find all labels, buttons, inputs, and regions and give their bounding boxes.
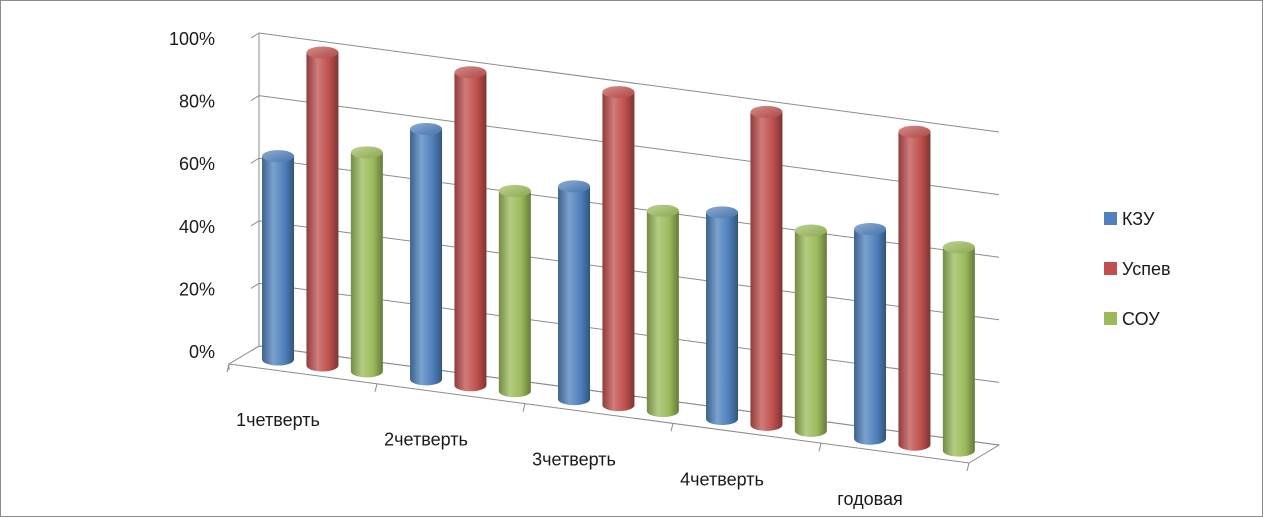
category-label: 4четверть (680, 469, 764, 489)
x-tick-mark (818, 443, 822, 452)
legend-label: Успев (1122, 259, 1171, 279)
y-tick-mark (250, 32, 260, 39)
y-tick-label: 20% (179, 279, 215, 299)
legend-label: СОУ (1122, 309, 1160, 329)
category-label: 3четверть (532, 450, 616, 470)
y-tick-mark (250, 282, 260, 289)
x-tick-mark (226, 363, 230, 373)
legend-swatch (1104, 262, 1117, 275)
legend-label: КЗУ (1122, 209, 1155, 229)
bar-2-3 (602, 86, 635, 412)
y-tick-label: 40% (179, 217, 215, 237)
category-label: 2четверть (384, 430, 468, 450)
bar-3-4 (794, 224, 827, 437)
bar-1-5 (854, 223, 887, 445)
bar-2-2 (454, 66, 487, 392)
legend-swatch (1104, 312, 1117, 325)
category-label: 1четверть (236, 410, 320, 430)
y-tick-label: 80% (179, 92, 215, 112)
bar-2-1 (306, 46, 339, 372)
legend-item-3: СОУ (1104, 309, 1160, 329)
y-tick-label: 100% (169, 29, 215, 49)
bar-2-5 (898, 125, 931, 451)
bar-3-2 (498, 184, 531, 398)
y-tick-label: 0% (189, 342, 215, 362)
category-label: годовая (837, 489, 902, 509)
x-tick-mark (374, 383, 378, 392)
y-tick-mark (250, 157, 260, 164)
legend-item-2: Успев (1104, 259, 1171, 279)
y-axis-ticks: 0% 20% 40% 60% 80% 100% (169, 29, 260, 362)
legend-item-1: КЗУ (1104, 209, 1155, 229)
y-tick-mark (250, 95, 260, 102)
gridline (258, 32, 1000, 133)
bar-2-4 (750, 105, 783, 431)
y-tick-mark (250, 220, 260, 227)
bar-1-3 (558, 180, 591, 406)
x-tick-mark (522, 403, 526, 412)
bar-3-1 (350, 146, 383, 378)
bar-1-1 (262, 150, 295, 366)
legend: КЗУ Успев СОУ (1104, 209, 1171, 329)
bars (262, 46, 975, 457)
bar-1-4 (706, 206, 739, 425)
y-tick-mark (250, 345, 260, 352)
y-tick-label: 60% (179, 154, 215, 174)
x-tick-mark (670, 423, 674, 432)
bar-3-5 (942, 241, 975, 457)
bar-1-2 (410, 122, 443, 386)
bar-3-3 (646, 204, 679, 418)
legend-swatch (1104, 212, 1117, 225)
x-tick-mark (966, 462, 970, 472)
category-labels: 1четверть 2четверть 3четверть 4четверть годо… (236, 410, 903, 509)
